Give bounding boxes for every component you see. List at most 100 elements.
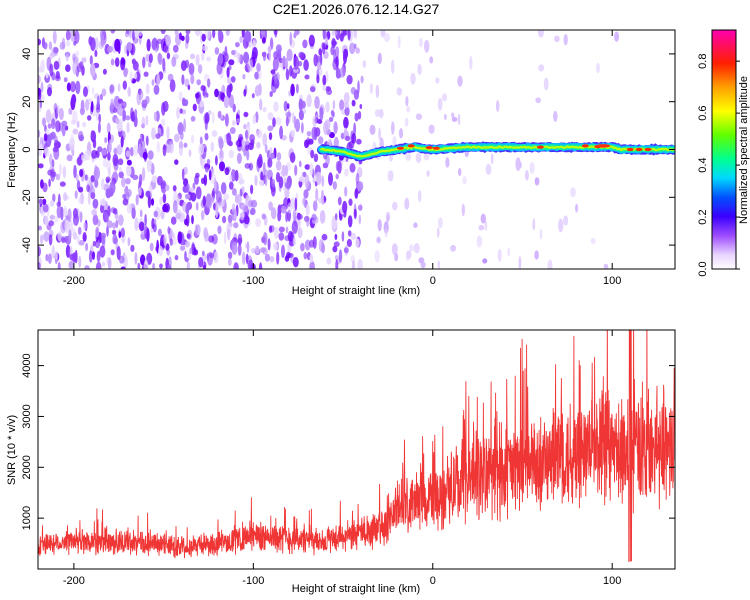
spectrogram-noise-blob bbox=[83, 222, 87, 231]
spectrogram-noise-blob bbox=[237, 243, 242, 256]
spectrogram-noise-blob bbox=[337, 160, 342, 174]
spectrogram-noise-blob bbox=[202, 45, 209, 52]
spectrogram-noise-blob bbox=[51, 118, 56, 130]
spectrogram-noise-blob bbox=[258, 83, 262, 96]
spectrogram-noise-blob bbox=[120, 135, 124, 148]
spectrogram-noise-blob bbox=[38, 225, 42, 231]
spectrogram-noise-blob bbox=[293, 55, 300, 70]
spectrogram-noise-blob bbox=[65, 53, 69, 62]
spectrogram-noise-blob bbox=[183, 178, 189, 187]
spectrogram-noise-blob bbox=[59, 41, 66, 50]
spectrogram-noise-blob bbox=[114, 57, 120, 67]
spectrogram-peak bbox=[626, 147, 634, 152]
spectrogram-noise-blob bbox=[152, 37, 157, 51]
spectrogram-noise-blob bbox=[39, 234, 44, 244]
spectrogram-noise-blob bbox=[570, 187, 576, 198]
spectrogram-noise-blob bbox=[335, 259, 339, 269]
spectrogram-noise-blob bbox=[68, 107, 73, 115]
spectrogram-noise-blob bbox=[233, 262, 239, 269]
spectrogram-noise-blob bbox=[183, 142, 188, 148]
spectrogram-noise-blob bbox=[91, 209, 97, 216]
snr-ticks: -200 -100 0 100 1000 2000 3000 4000 bbox=[21, 330, 675, 587]
spectrogram-noise-blob bbox=[377, 219, 382, 232]
spectrogram-noise-blob bbox=[303, 252, 308, 260]
spectrogram-noise-blob bbox=[90, 130, 95, 136]
spectrogram-noise-blob bbox=[362, 60, 367, 68]
spectrogram-noise-blob bbox=[246, 149, 250, 161]
spectrogram-noise-blob bbox=[356, 138, 362, 145]
spectrogram-noise-blob bbox=[334, 255, 339, 261]
spectrogram-noise-blob bbox=[213, 177, 217, 192]
spectrogram-noise-blob bbox=[52, 146, 59, 153]
spectrogram-noise-blob bbox=[106, 220, 113, 229]
spectrogram-noise-blob bbox=[353, 122, 356, 136]
spectrogram-noise-blob bbox=[135, 194, 139, 206]
spectrogram-noise-blob bbox=[332, 111, 335, 118]
spectrogram-noise-blob bbox=[116, 246, 121, 260]
spectrogram-noise-blob bbox=[482, 258, 488, 264]
spectrogram-noise-blob bbox=[227, 251, 233, 260]
spectrogram-noise-blob bbox=[174, 159, 179, 165]
spectrogram-noise-blob bbox=[122, 198, 129, 206]
spectrogram-noise-blob bbox=[311, 213, 317, 222]
spectrogram-noise-blob bbox=[301, 122, 304, 134]
spectrogram-noise-blob bbox=[575, 203, 579, 213]
spectrogram-noise-blob bbox=[252, 114, 256, 125]
spectrogram-noise-blob bbox=[355, 238, 360, 248]
spectrogram-noise-blob bbox=[38, 87, 41, 96]
spectrogram-noise-blob bbox=[53, 135, 58, 144]
spectrogram-noise-blob bbox=[180, 35, 185, 41]
spectrogram-noise-blob bbox=[188, 187, 195, 193]
spectrogram-noise-blob bbox=[404, 117, 409, 127]
spectrogram-noise-blob bbox=[112, 233, 118, 245]
spectrogram-noise-blob bbox=[461, 203, 465, 217]
spectrogram-noise-blob bbox=[99, 93, 103, 101]
spectrogram-noise-blob bbox=[78, 196, 83, 204]
spectrogram-noise-blob bbox=[149, 242, 154, 252]
spectrogram-noise-blob bbox=[309, 260, 315, 269]
snr-background bbox=[38, 330, 675, 569]
spectrogram-noise-blob bbox=[137, 146, 144, 155]
colorbar-label: Normalized spectral amplitude bbox=[738, 76, 750, 224]
spectrogram-noise-blob bbox=[202, 89, 206, 97]
spectrogram-noise-blob bbox=[156, 141, 161, 153]
spectrogram-noise-blob bbox=[152, 262, 156, 269]
spectrogram-noise-blob bbox=[201, 52, 205, 61]
spectrogram-noise-blob bbox=[90, 175, 95, 183]
spectrogram-noise-blob bbox=[428, 124, 435, 134]
spectrogram-noise-blob bbox=[188, 62, 195, 76]
spectrogram-noise-blob bbox=[338, 249, 343, 263]
spectrogram-noise-blob bbox=[319, 67, 323, 77]
spectrogram-noise-blob bbox=[304, 215, 310, 222]
spectrogram-noise-blob bbox=[256, 141, 261, 149]
spectrogram-x-tick-label: 100 bbox=[603, 275, 621, 287]
spectrogram-noise-blob bbox=[118, 231, 122, 239]
spectrogram-noise-blob bbox=[335, 46, 340, 58]
spectrogram-noise-blob bbox=[172, 185, 177, 192]
spectrogram-noise-blob bbox=[231, 49, 236, 56]
spectrogram-noise-blob bbox=[112, 208, 118, 215]
spectrogram-noise-blob bbox=[235, 193, 238, 204]
spectrogram-noise-blob bbox=[283, 100, 288, 112]
spectrogram-noise-blob bbox=[88, 250, 93, 263]
spectrogram-noise-blob bbox=[537, 30, 544, 38]
spectrogram-noise-blob bbox=[258, 179, 264, 186]
spectrogram-noise-blob bbox=[72, 213, 79, 226]
spectrogram-noise-blob bbox=[206, 199, 212, 209]
spectrogram-noise-blob bbox=[201, 250, 205, 257]
spectrogram-noise-blob bbox=[155, 110, 160, 122]
spectrogram-noise-blob bbox=[286, 251, 291, 259]
spectrogram-noise-blob bbox=[47, 123, 52, 129]
spectrogram-noise-blob bbox=[237, 109, 241, 115]
spectrogram-noise-blob bbox=[285, 111, 292, 118]
snr-y-tick-label: 1000 bbox=[21, 506, 33, 530]
spectrogram-noise-blob bbox=[217, 110, 222, 119]
colorbar-tick-label: 0.2 bbox=[697, 209, 709, 224]
spectrogram-noise-blob bbox=[317, 61, 322, 71]
spectrogram-noise-blob bbox=[52, 193, 56, 203]
spectrogram-noise-blob bbox=[331, 40, 338, 46]
spectrogram-noise-blob bbox=[38, 246, 41, 257]
spectrogram-noise-blob bbox=[101, 88, 107, 97]
spectrogram-noise-blob bbox=[316, 55, 321, 63]
